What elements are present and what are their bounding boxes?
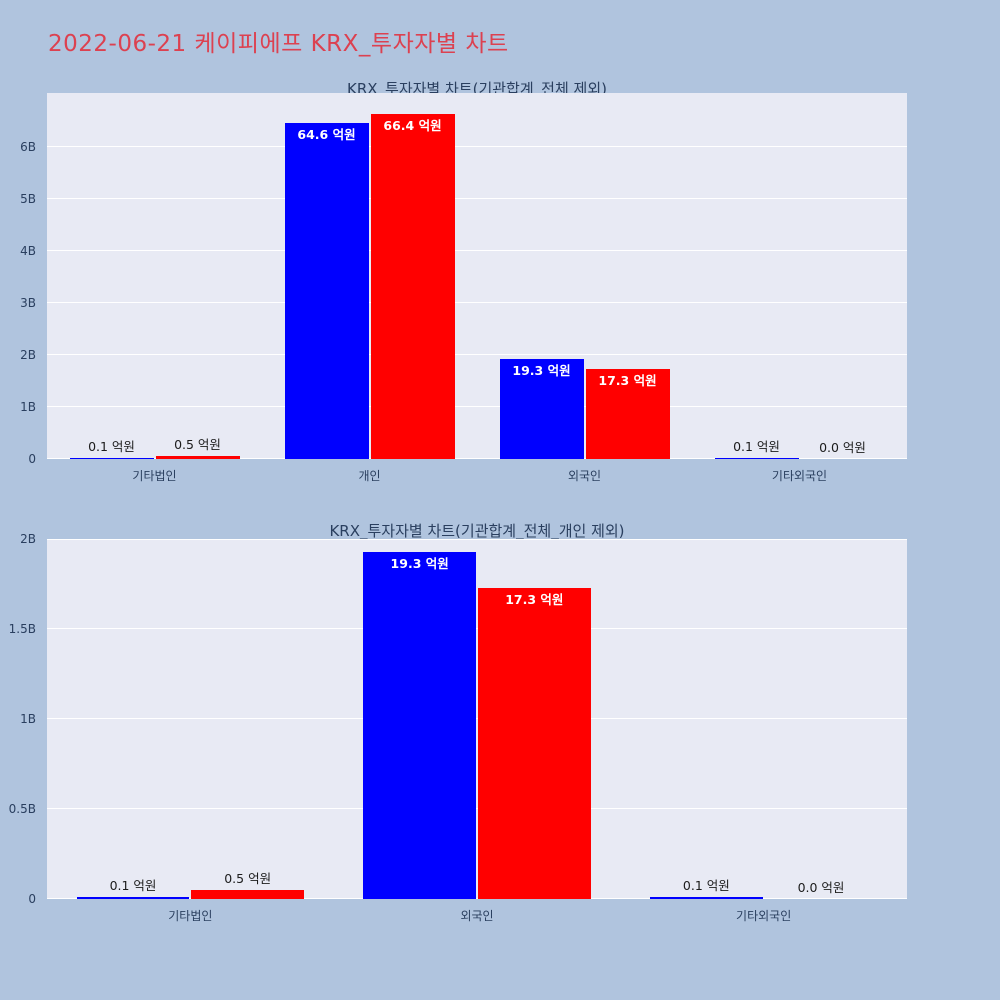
gridline (47, 458, 907, 459)
bar-value-label: 0.1 억원 (733, 438, 780, 454)
x-tick-label: 외국인 (460, 909, 494, 923)
x-axis: 기타법인 개인 외국인 기타외국인 (47, 462, 907, 483)
x-tick-label: 기타법인 (168, 909, 213, 923)
plot-area: 0.1 억원 0.5 억원 19.3 억원 17.3 억원 0.1 억원 0.0 억원 (47, 539, 907, 899)
bar-value-label: 0.1 억원 (88, 438, 135, 454)
gridline (47, 354, 907, 356)
bar-value-label: 0.0 억원 (819, 440, 866, 455)
y-tick-label: 1B (20, 400, 36, 414)
y-tick-label: 6B (20, 140, 36, 155)
x-tick-label: 기타외국인 (736, 909, 792, 923)
gridline (47, 198, 907, 200)
y-tick-label: 3B (20, 296, 36, 311)
y-tick-label: 2B (20, 532, 36, 546)
gridline (47, 302, 907, 304)
y-tick-label: 1.5B (8, 622, 36, 636)
chart-2-title: KRX_투자자별 차트(기관합계_전체_개인 제외) (329, 522, 625, 540)
gridline (47, 628, 907, 629)
gridline (47, 808, 907, 809)
series-red-bar (191, 890, 304, 899)
bar-value-label: 0.1 억원 (109, 878, 157, 894)
x-axis: 기타법인 외국인 기타외국인 (47, 902, 907, 923)
plot-area: 0.1 억원 0.5 억원 64.6 억원 66.4 억원 19.3 억원 17.3 억원… (47, 93, 907, 459)
series-red-bar (585, 369, 670, 459)
series-blue-bar (499, 358, 584, 459)
series-blue-bar (76, 897, 190, 899)
bar-value-label: 66.4 억원 (383, 117, 442, 133)
x-tick-label: 기타법인 (132, 469, 177, 483)
bar-value-label: 0.5 억원 (224, 871, 272, 886)
y-axis: 0 1B 2B 3B 4B 5B 6B (0, 93, 42, 466)
bar-value-label: 64.6 억원 (297, 127, 356, 143)
bar-value-label: 19.3 억원 (512, 362, 571, 378)
series-red-bar (155, 456, 240, 459)
y-tick-label: 2B (20, 348, 36, 363)
x-tick-label: 개인 (358, 469, 381, 483)
series-blue-bar (69, 457, 154, 459)
y-axis: 0 0.5B 1B 1.5B 2B (0, 532, 42, 906)
gridline (47, 718, 907, 719)
bar-value-label: 0.0 억원 (797, 880, 845, 895)
y-tick-label: 4B (20, 244, 36, 259)
y-tick-label: 0 (28, 452, 36, 466)
series-red-bar (478, 587, 591, 899)
series-blue-bar (650, 897, 763, 899)
series-blue-bar (363, 551, 476, 899)
y-tick-label: 0 (28, 892, 36, 906)
y-tick-label: 1B (20, 712, 36, 726)
x-tick-label: 외국인 (567, 469, 602, 483)
series-red-bar (370, 113, 455, 459)
bar-value-label: 19.3 억원 (390, 555, 449, 571)
y-tick-label: 0.5B (8, 802, 36, 816)
series-blue-bar (284, 123, 369, 459)
bar-value-label: 17.3 억원 (505, 591, 564, 607)
gridline (47, 406, 907, 407)
page-title: 2022-06-21 케이피에프 KRX_투자자별 차트 (48, 31, 509, 57)
bar-value-label: 17.3 억원 (598, 373, 657, 389)
x-tick-label: 기타외국인 (771, 469, 828, 483)
gridline (47, 146, 907, 148)
y-tick-label: 5B (20, 192, 36, 207)
series-blue-bar (714, 457, 799, 459)
bar-value-label: 0.1 억원 (682, 878, 730, 894)
gridline (47, 539, 907, 540)
bar-value-label: 0.5 억원 (174, 437, 221, 453)
gridline (47, 250, 907, 252)
gridline (47, 898, 907, 899)
